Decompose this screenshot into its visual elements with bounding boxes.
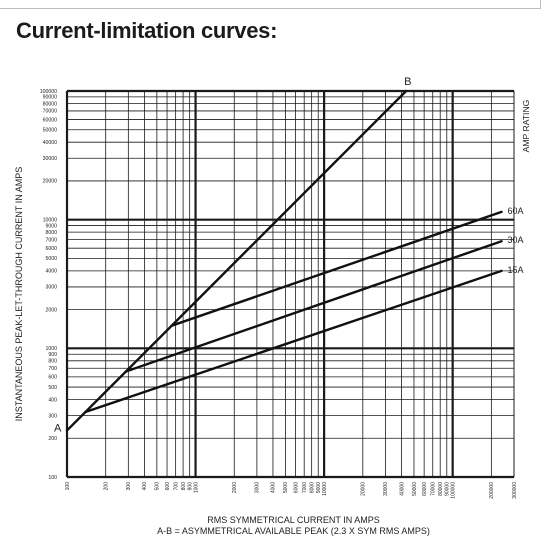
y-tick-label: 4000 <box>45 269 57 275</box>
y-tick-label: 300 <box>48 413 57 419</box>
y-tick-label: 900 <box>48 352 57 358</box>
series-line-15a <box>84 269 503 414</box>
x-tick-label: 8000 <box>309 482 315 493</box>
x-tick-label: 100000 <box>450 482 456 499</box>
x-tick-label: 700 <box>173 482 179 491</box>
y-tick-label: 50000 <box>43 128 58 134</box>
y-tick-label: 700 <box>48 366 57 372</box>
x-axis-sublabel: A-B = ASYMMETRICAL AVAILABLE PEAK (2.3 X… <box>157 526 430 536</box>
x-tick-label: 500 <box>155 482 161 491</box>
x-tick-label: 70000 <box>431 482 437 496</box>
x-tick-label: 300 <box>126 482 132 491</box>
y-tick-label: 100000 <box>40 89 57 95</box>
chart-curves <box>65 89 503 432</box>
y-tick-label: 2000 <box>45 307 57 313</box>
x-tick-label: 200000 <box>489 482 495 499</box>
series-label-60a: 60A <box>508 206 524 216</box>
y-tick-label: 400 <box>48 397 57 403</box>
x-tick-label: 7000 <box>302 482 308 493</box>
chart-labels: 100 200 300 400 500 600 700 800 900 1000 2000 3000 4… <box>14 76 531 536</box>
x-tick-label: 4000 <box>271 482 277 493</box>
amp-rating-label: AMP RATING <box>521 99 531 152</box>
x-tick-label: 1000 <box>193 482 199 493</box>
y-tick-label: 30000 <box>43 156 58 162</box>
x-tick-label: 900 <box>187 482 193 491</box>
y-tick-label: 10000 <box>43 217 58 223</box>
x-tick-label: 40000 <box>399 482 405 496</box>
y-tick-label: 60000 <box>43 117 58 123</box>
y-tick-label: 40000 <box>43 140 58 146</box>
x-tick-label: 200 <box>103 482 109 491</box>
x-tick-label: 6000 <box>293 482 299 493</box>
x-tick-label: 20000 <box>361 482 367 496</box>
y-tick-label: 500 <box>48 385 57 391</box>
y-tick-label: 90000 <box>43 95 58 101</box>
x-tick-label: 600 <box>165 482 171 491</box>
x-tick-label: 50000 <box>412 482 418 496</box>
y-tick-label: 200 <box>48 436 57 442</box>
series-label-30a: 30A <box>508 235 524 245</box>
x-axis-label: RMS SYMMETRICAL CURRENT IN AMPS <box>207 515 380 525</box>
series-start-label: A <box>54 422 62 434</box>
y-tick-label: 100 <box>48 475 57 481</box>
y-tick-label: 20000 <box>43 179 58 185</box>
series-label-15a: 15A <box>508 265 524 275</box>
y-tick-label: 600 <box>48 375 57 381</box>
y-tick-label: 1000 <box>45 346 57 352</box>
x-tick-label: 400 <box>142 482 148 491</box>
x-tick-label: 800 <box>181 482 187 491</box>
series-line-a-b <box>65 89 408 432</box>
x-tick-label: 9000 <box>316 482 322 493</box>
chart-grid <box>65 89 515 479</box>
series-end-label: B <box>404 76 411 88</box>
y-tick-label: 70000 <box>43 109 58 115</box>
x-tick-label: 90000 <box>445 482 451 496</box>
series-line-60a <box>170 210 503 327</box>
x-tick-label: 5000 <box>283 482 289 493</box>
x-tick-label: 300000 <box>512 482 518 499</box>
y-tick-label: 80000 <box>43 101 58 107</box>
series-line-30a <box>124 240 503 373</box>
x-tick-label: 100 <box>65 482 71 491</box>
y-axis-label: INSTANTANEOUS PEAK-LET-THROUGH CURRENT I… <box>14 167 24 422</box>
y-tick-label: 800 <box>48 359 57 365</box>
y-tick-label: 5000 <box>45 256 57 262</box>
y-tick-label: 6000 <box>45 246 57 252</box>
y-tick-label: 8000 <box>45 230 57 236</box>
y-tick-label: 9000 <box>45 223 57 229</box>
top-border-frame <box>0 0 541 9</box>
x-tick-label: 10000 <box>322 482 328 496</box>
page-title: Current-limitation curves: <box>16 18 278 43</box>
x-tick-label: 60000 <box>422 482 428 496</box>
x-tick-label: 2000 <box>232 482 238 493</box>
x-tick-label: 30000 <box>383 482 389 496</box>
y-tick-label: 3000 <box>45 285 57 291</box>
x-tick-label: 80000 <box>438 482 444 496</box>
x-tick-label: 3000 <box>255 482 261 493</box>
y-tick-label: 7000 <box>45 237 57 243</box>
